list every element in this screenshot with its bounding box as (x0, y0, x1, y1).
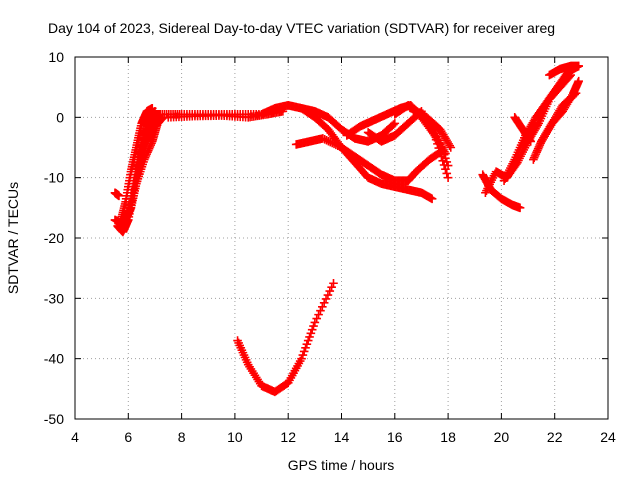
y-tick-label: -50 (44, 411, 64, 427)
series-arc16 (478, 170, 525, 213)
data-point (570, 90, 579, 99)
data-point (278, 107, 288, 116)
plot-frame (74, 56, 609, 420)
y-tick-label: -30 (44, 290, 64, 306)
x-tick-label: 24 (600, 429, 616, 445)
data-point (442, 157, 452, 167)
y-tick-label: 0 (56, 109, 64, 125)
data-point (571, 88, 581, 98)
data-point (574, 76, 583, 86)
data-point (438, 146, 448, 156)
y-axis-label: SDTVAR / TECUs (5, 182, 21, 294)
data-point (298, 350, 308, 360)
data-point (431, 128, 441, 138)
data-point (303, 336, 313, 345)
data-point (439, 150, 449, 160)
data-point (443, 161, 453, 170)
x-tick-label: 10 (227, 429, 243, 445)
data-point (430, 125, 440, 134)
x-tick-label: 14 (334, 429, 350, 445)
data-point (309, 321, 318, 331)
series-arc14 (390, 100, 453, 170)
data-point (299, 347, 309, 356)
x-axis: 4 6 8 10 12 14 16 18 20 22 24 (71, 57, 616, 445)
x-tick-label: 8 (178, 429, 186, 445)
data-points (110, 61, 583, 397)
y-tick-label: 10 (48, 49, 64, 65)
x-tick-label: 22 (547, 429, 563, 445)
x-axis-label: GPS time / hours (288, 457, 395, 473)
data-point (435, 139, 445, 149)
data-point (441, 154, 450, 163)
series-arc18 (499, 61, 583, 185)
data-point (442, 169, 452, 178)
series-arc10 (297, 103, 437, 204)
chart-title: Day 104 of 2023, Sidereal Day-to-day VTE… (48, 20, 555, 36)
data-point (329, 278, 338, 288)
x-tick-label: 4 (71, 429, 79, 445)
data-point (427, 194, 437, 204)
data-point (574, 61, 583, 71)
series-arc22 (537, 88, 581, 146)
y-axis: -50 -40 -30 -20 -10 0 10 (44, 49, 608, 427)
data-point (390, 119, 400, 128)
data-point (434, 135, 444, 145)
data-point (306, 329, 316, 338)
y-tick-label: -40 (44, 351, 64, 367)
series-arc6 (110, 188, 124, 201)
data-point (515, 203, 525, 213)
data-point (437, 143, 446, 152)
x-tick-label: 18 (440, 429, 456, 445)
data-point (389, 120, 398, 129)
series-arc15 (233, 278, 338, 397)
data-point (433, 132, 442, 141)
x-tick-label: 16 (387, 429, 403, 445)
data-point (301, 343, 310, 353)
data-point (443, 173, 453, 182)
series-arc20 (510, 113, 536, 146)
data-point (446, 143, 456, 152)
x-tick-label: 20 (494, 429, 510, 445)
x-tick-label: 12 (280, 429, 296, 445)
data-point (429, 123, 438, 133)
series-arc21 (545, 61, 583, 80)
data-point (297, 354, 306, 363)
y-tick-label: -20 (44, 230, 64, 246)
data-point (526, 137, 536, 146)
data-point (305, 332, 314, 342)
data-point (114, 191, 124, 201)
y-tick-label: -10 (44, 170, 64, 186)
x-tick-label: 6 (124, 429, 132, 445)
series-arc8 (163, 107, 288, 122)
data-point (302, 339, 312, 349)
data-point (307, 325, 317, 335)
